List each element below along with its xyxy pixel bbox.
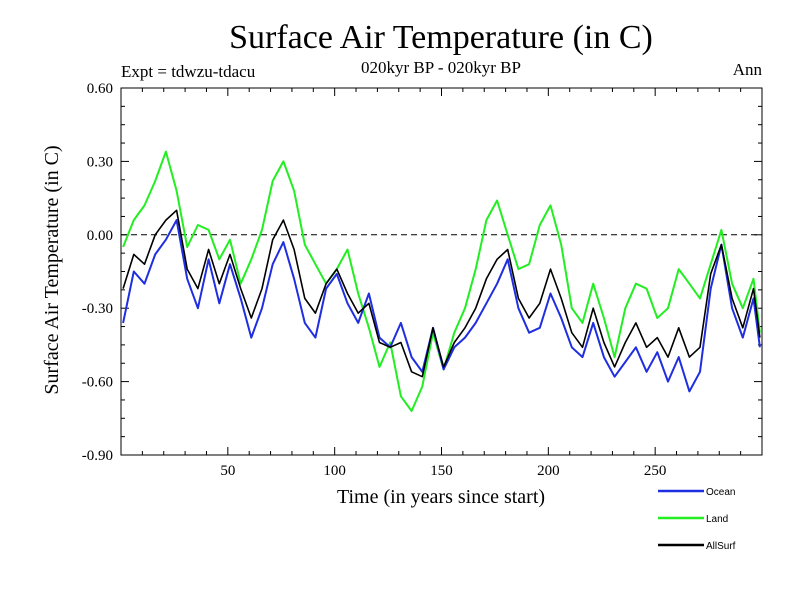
series-lines bbox=[122, 150, 761, 412]
y-tick-labels: 0.60 0.30 0.00 -0.30 -0.60 -0.90 bbox=[82, 81, 113, 464]
y-axis-label: Surface Air Temperature (in C) bbox=[41, 145, 63, 394]
season-label: Ann bbox=[733, 60, 763, 79]
x-tick-label: 200 bbox=[537, 463, 560, 479]
plot-frame bbox=[120, 87, 763, 456]
x-axis-label: Time (in years since start) bbox=[337, 486, 545, 508]
y-tick-label: 0.30 bbox=[87, 154, 113, 170]
chart-title: Surface Air Temperature (in C) bbox=[229, 19, 653, 56]
legend-label-land: Land bbox=[706, 514, 728, 525]
y-tick-label: -0.60 bbox=[82, 375, 113, 391]
legend-label-allsurf: AllSurf bbox=[706, 541, 736, 552]
x-tick-label: 250 bbox=[644, 463, 667, 479]
axis-ticks bbox=[121, 87, 762, 456]
y-tick-label: 0.00 bbox=[87, 228, 113, 244]
series-line-ocean bbox=[122, 219, 761, 393]
y-tick-label: -0.30 bbox=[82, 301, 113, 317]
series-line-allsurf bbox=[122, 209, 761, 378]
legend: Ocean Land AllSurf bbox=[658, 487, 736, 552]
x-tick-label: 50 bbox=[220, 463, 235, 479]
y-tick-label: -0.90 bbox=[82, 448, 113, 464]
x-tick-labels: 50 100 150 200 250 bbox=[220, 463, 666, 479]
x-tick-label: 150 bbox=[430, 463, 453, 479]
experiment-label: Expt = tdwzu-tdacu bbox=[121, 62, 256, 81]
legend-label-ocean: Ocean bbox=[706, 487, 735, 498]
x-tick-label: 100 bbox=[323, 463, 346, 479]
period-label: 020kyr BP - 020kyr BP bbox=[361, 58, 521, 77]
y-tick-label: 0.60 bbox=[87, 81, 113, 97]
